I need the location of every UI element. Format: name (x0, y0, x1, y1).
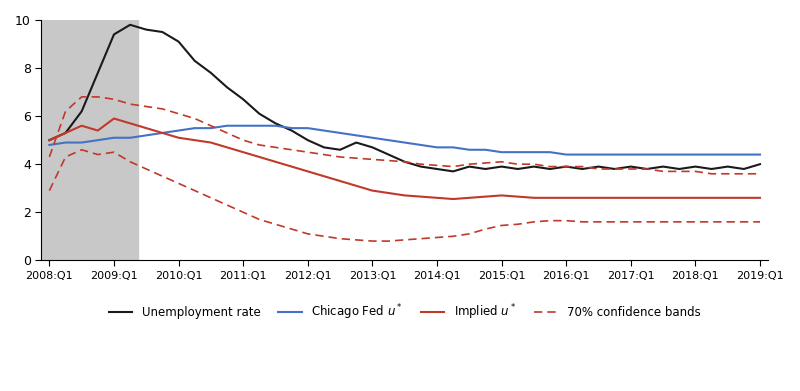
Legend: Unemployment rate, Chicago Fed $u^*$, Implied $u^*$, 70% confidence bands: Unemployment rate, Chicago Fed $u^*$, Im… (104, 298, 706, 326)
Bar (42, 20, 138, 260)
